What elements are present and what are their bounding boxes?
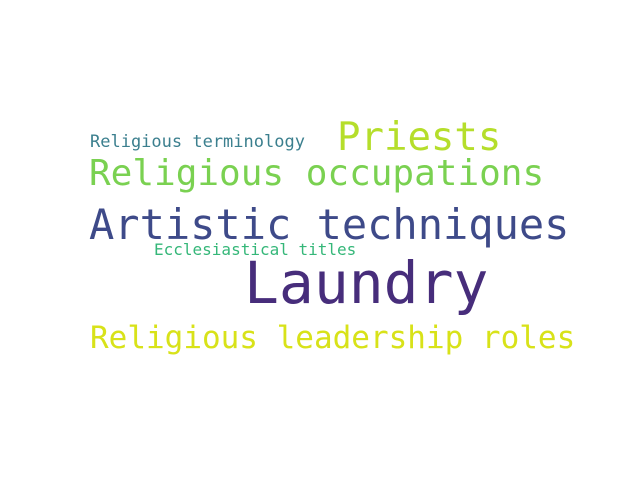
word-religious-leadership-roles: Religious leadership roles [90, 320, 576, 356]
word-religious-occupations: Religious occupations [89, 153, 545, 194]
word-artistic-techniques: Artistic techniques [89, 200, 570, 249]
word-priests: Priests [337, 115, 502, 160]
word-religious-terminology: Religious terminology [90, 132, 305, 152]
word-ecclesiastical-titles: Ecclesiastical titles [154, 240, 357, 259]
word-laundry: Laundry [244, 249, 489, 317]
